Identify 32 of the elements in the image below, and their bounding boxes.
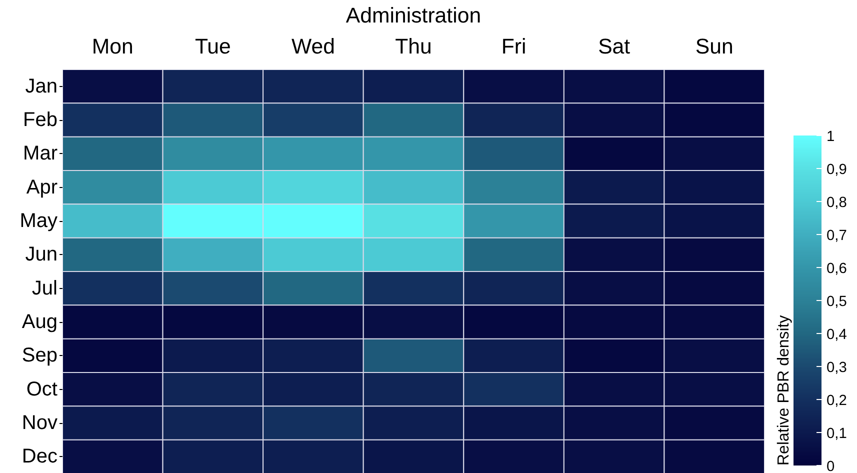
color-bar-label: 0,2 <box>826 393 847 409</box>
y-tick-label: Jul <box>32 277 58 300</box>
x-tick-label: Sun <box>695 34 734 58</box>
color-bar-label: 0,3 <box>826 360 847 376</box>
x-tick-label: Wed <box>291 34 335 58</box>
x-tick-label: Tue <box>194 34 231 58</box>
x-tick-label: Fri <box>501 34 526 58</box>
y-tick-label: Dec <box>22 446 58 468</box>
color-bar-label: 0,8 <box>826 195 847 211</box>
y-tick-label: Mar <box>23 142 58 165</box>
x-tick-label: Mon <box>92 34 134 58</box>
color-bar-title: Relative PBR density <box>776 315 792 466</box>
color-bar-label: 0 <box>826 459 835 473</box>
color-bar-label: 0,6 <box>826 261 847 277</box>
color-bar-label: 0,7 <box>826 228 847 244</box>
color-bar-label: 0,5 <box>826 294 847 310</box>
y-tick-label: Apr <box>26 176 58 198</box>
y-tick-label: Feb <box>23 109 58 131</box>
color-bar-label: 0,4 <box>826 327 847 343</box>
x-tick-label: Thu <box>395 34 432 58</box>
color-bar-label: 0,9 <box>826 162 847 178</box>
y-tick-label: Nov <box>22 412 58 434</box>
color-bar-label: 0,1 <box>826 426 847 442</box>
x-tick-label: Sat <box>598 34 630 58</box>
y-tick-label: Oct <box>26 378 58 400</box>
y-tick-label: Jun <box>25 244 58 266</box>
y-tick-label: Jan <box>25 75 58 98</box>
color-bar-label: 1 <box>826 129 835 145</box>
x-axis-title: Administration <box>346 4 482 28</box>
y-tick-label: May <box>20 210 58 232</box>
y-tick-label: Sep <box>22 344 58 367</box>
y-tick-label: Aug <box>22 311 58 333</box>
